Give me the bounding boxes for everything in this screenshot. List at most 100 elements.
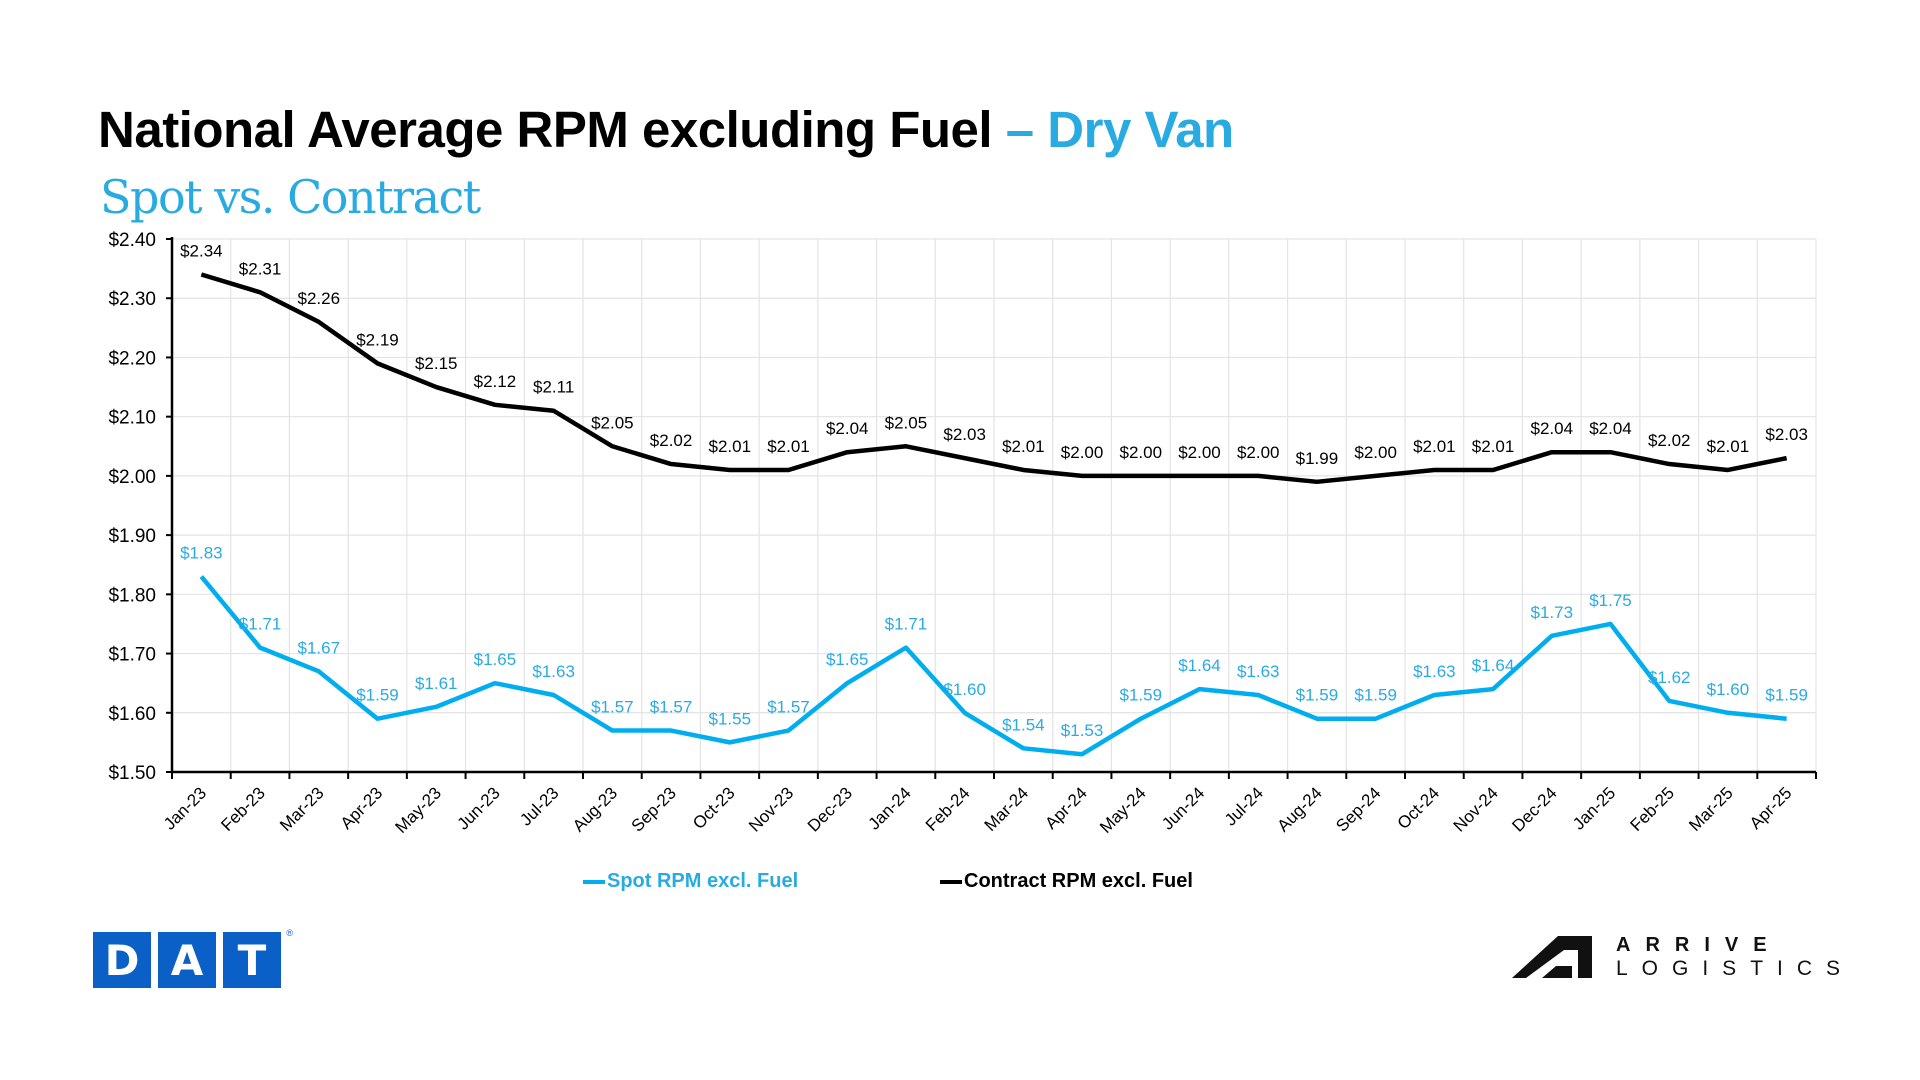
- data-label-spot: $1.71: [239, 615, 282, 634]
- chart-title: National Average RPM excluding Fuel – Dr…: [98, 100, 1234, 159]
- x-tick-label: Jan-23: [160, 783, 210, 833]
- dat-logo-letter: D: [93, 932, 151, 988]
- data-label-spot: $1.62: [1648, 668, 1691, 687]
- x-tick-label: Jul-24: [1221, 783, 1267, 829]
- x-tick-label: Sep-24: [1332, 783, 1384, 835]
- x-tick-label: Jun-24: [1158, 783, 1208, 833]
- data-label-spot: $1.57: [650, 698, 693, 717]
- data-label-contract: $2.04: [826, 419, 869, 438]
- data-label-contract: $2.26: [298, 289, 341, 308]
- data-label-contract: $2.03: [943, 425, 986, 444]
- grid: [171, 238, 1817, 773]
- data-label-spot: $1.67: [298, 638, 341, 657]
- axes: [166, 237, 1817, 779]
- x-tick-label: Jan-25: [1569, 783, 1619, 833]
- data-label-contract: $2.04: [1531, 419, 1574, 438]
- dat-logo-letter: A: [158, 932, 216, 988]
- legend-label-contract: Contract RPM excl. Fuel: [964, 870, 1193, 892]
- data-label-contract: $2.01: [1413, 437, 1456, 456]
- data-label-spot: $1.64: [1178, 656, 1221, 675]
- data-label-spot: $1.59: [1296, 686, 1339, 705]
- x-tick-label: Feb-25: [1627, 783, 1679, 835]
- data-label-contract: $2.19: [356, 330, 399, 349]
- data-label-spot: $1.59: [356, 686, 399, 705]
- data-label-spot: $1.83: [180, 544, 223, 563]
- x-tick-label: Dec-24: [1508, 783, 1560, 835]
- series: [199, 272, 1788, 757]
- legend-item-spot: Spot RPM excl. Fuel: [583, 870, 798, 893]
- y-tick-label: $2.10: [108, 408, 156, 429]
- arrive-wordmark: ARRIVE: [1616, 934, 1782, 956]
- y-tick-label: $2.30: [108, 289, 156, 310]
- data-label-contract: $2.12: [474, 372, 517, 391]
- data-label-spot: $1.59: [1120, 686, 1163, 705]
- data-label-spot: $1.59: [1354, 686, 1397, 705]
- data-label-spot: $1.54: [1002, 715, 1045, 734]
- x-tick-label: Sep-23: [628, 783, 680, 835]
- legend-swatch-spot: [583, 879, 605, 884]
- data-label-contract: $2.00: [1061, 443, 1104, 462]
- data-label-contract: $2.00: [1237, 443, 1280, 462]
- data-label-contract: $2.11: [533, 378, 574, 397]
- x-tick-label: Dec-23: [804, 783, 856, 835]
- data-label-contract: $2.01: [709, 437, 752, 456]
- x-tick-label: May-23: [392, 783, 446, 837]
- y-tick-label: $1.80: [108, 585, 156, 606]
- x-tick-label: Feb-23: [217, 783, 269, 835]
- x-tick-label: Mar-24: [981, 783, 1033, 835]
- registered-mark: ®: [286, 928, 293, 938]
- data-label-spot: $1.57: [767, 698, 810, 717]
- legend-item-contract: Contract RPM excl. Fuel: [940, 870, 1193, 893]
- data-label-spot: $1.59: [1765, 686, 1808, 705]
- data-label-spot: $1.63: [532, 662, 575, 681]
- series-line-contract: [200, 272, 1788, 485]
- arrive-a-icon: [1512, 936, 1592, 978]
- data-label-spot: $1.63: [1237, 662, 1280, 681]
- data-label-contract: $2.00: [1178, 443, 1221, 462]
- data-label-contract: $2.34: [180, 242, 223, 261]
- data-labels: $1.83 $1.71 $1.67 $1.59 $1.61 $1.65 $1.63 $1.57…: [180, 242, 1808, 741]
- y-tick-label: $1.60: [108, 704, 156, 725]
- logistics-wordmark: LOGISTICS: [1616, 957, 1855, 980]
- data-label-contract: $2.02: [1648, 431, 1691, 450]
- data-label-spot: $1.71: [885, 615, 928, 634]
- data-label-contract: $2.01: [1472, 437, 1515, 456]
- y-tick-label: $1.70: [108, 645, 156, 666]
- x-tick-label: Jul-23: [516, 783, 562, 829]
- data-label-contract: $1.99: [1296, 449, 1339, 468]
- data-label-contract: $2.00: [1354, 443, 1397, 462]
- y-tick-labels: $1.50 $1.60 $1.70 $1.80 $1.90 $2.00 $2.10 $2.20…: [108, 230, 156, 784]
- legend-label-spot: Spot RPM excl. Fuel: [607, 870, 799, 892]
- chart-title-main: National Average RPM excluding Fuel: [98, 101, 993, 158]
- dat-logo-letter: T: [223, 932, 281, 988]
- data-label-spot: $1.61: [415, 674, 458, 693]
- x-tick-label: Oct-23: [689, 783, 739, 833]
- data-label-spot: $1.75: [1589, 591, 1632, 610]
- x-tick-labels: Jan-23 Feb-23 Mar-23 Apr-23 May-23 Jun-23 Jul-…: [160, 783, 1795, 837]
- data-label-contract: $2.03: [1765, 425, 1808, 444]
- x-tick-label: Aug-23: [569, 783, 621, 835]
- data-label-contract: $2.31: [239, 259, 282, 278]
- x-tick-label: Apr-24: [1041, 783, 1091, 833]
- x-tick-label: Nov-23: [745, 783, 797, 835]
- data-label-spot: $1.55: [709, 709, 752, 728]
- y-tick-label: $2.00: [108, 467, 156, 488]
- data-label-contract: $2.05: [591, 413, 634, 432]
- chart-title-accent: – Dry Van: [992, 101, 1234, 158]
- x-tick-label: Apr-23: [337, 783, 387, 833]
- x-tick-label: Nov-24: [1450, 783, 1502, 835]
- data-label-contract: $2.01: [767, 437, 810, 456]
- dat-logo: D A T ®: [93, 928, 293, 988]
- data-label-spot: $1.65: [826, 650, 869, 669]
- series-line-spot: [199, 575, 1787, 757]
- data-label-contract: $2.05: [885, 413, 928, 432]
- y-tick-label: $2.40: [108, 230, 156, 251]
- x-tick-label: Feb-24: [922, 783, 974, 835]
- data-label-spot: $1.60: [943, 680, 986, 699]
- data-label-contract: $2.02: [650, 431, 693, 450]
- data-label-contract: $2.04: [1589, 419, 1632, 438]
- data-label-spot: $1.57: [591, 698, 634, 717]
- x-tick-label: Mar-25: [1685, 783, 1737, 835]
- legend-swatch-contract: [940, 879, 962, 884]
